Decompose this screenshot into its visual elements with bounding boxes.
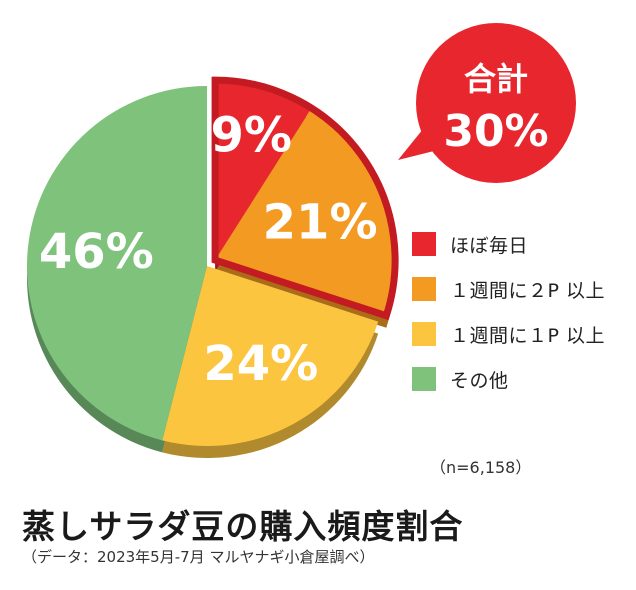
sample-size: （n=6,158） [430,458,532,477]
legend: ほぼ毎日 １週間に２P 以上 １週間に１P 以上 その他 [412,232,605,412]
slice-3-label: 46% [39,224,154,280]
pie-slices-layer [26,76,399,447]
legend-label: その他 [450,369,509,392]
legend-label: １週間に２P 以上 [450,279,605,302]
legend-item-weekly-1p: １週間に１P 以上 [412,322,605,347]
legend-swatch [412,232,436,256]
legend-swatch [412,277,436,301]
legend-label: １週間に１P 以上 [450,324,605,347]
slice-2-label: 24% [203,336,318,392]
slice-0 [215,80,312,261]
total-callout-bubble: 合計 30% [398,23,576,183]
pie-labels-layer: 9% 21% 24% 46% [39,108,378,392]
legend-swatch [412,322,436,346]
legend-label: ほぼ毎日 [450,234,529,257]
slice-1-label: 21% [263,194,378,250]
pie-chart: 9% 21% 24% 46% 合計 30% [26,23,576,458]
highlight-outline [211,76,399,321]
chart-title: 蒸しサラダ豆の購入頻度割合 [22,507,464,546]
legend-item-daily: ほぼ毎日 [412,232,605,257]
slice-3 [26,86,208,441]
legend-item-weekly-2p: １週間に２P 以上 [412,277,605,302]
callout-line2: 30% [443,106,548,157]
callout-line1: 合計 [464,60,528,98]
slice-2 [162,266,379,447]
callout-circle [416,23,576,183]
data-source: （データ：2023年5月-7月 マルヤナギ小倉屋調べ） [22,548,375,566]
slice-0-label: 9% [210,108,292,164]
legend-swatch [412,367,436,391]
slice-1 [215,108,396,316]
legend-item-other: その他 [412,367,605,392]
